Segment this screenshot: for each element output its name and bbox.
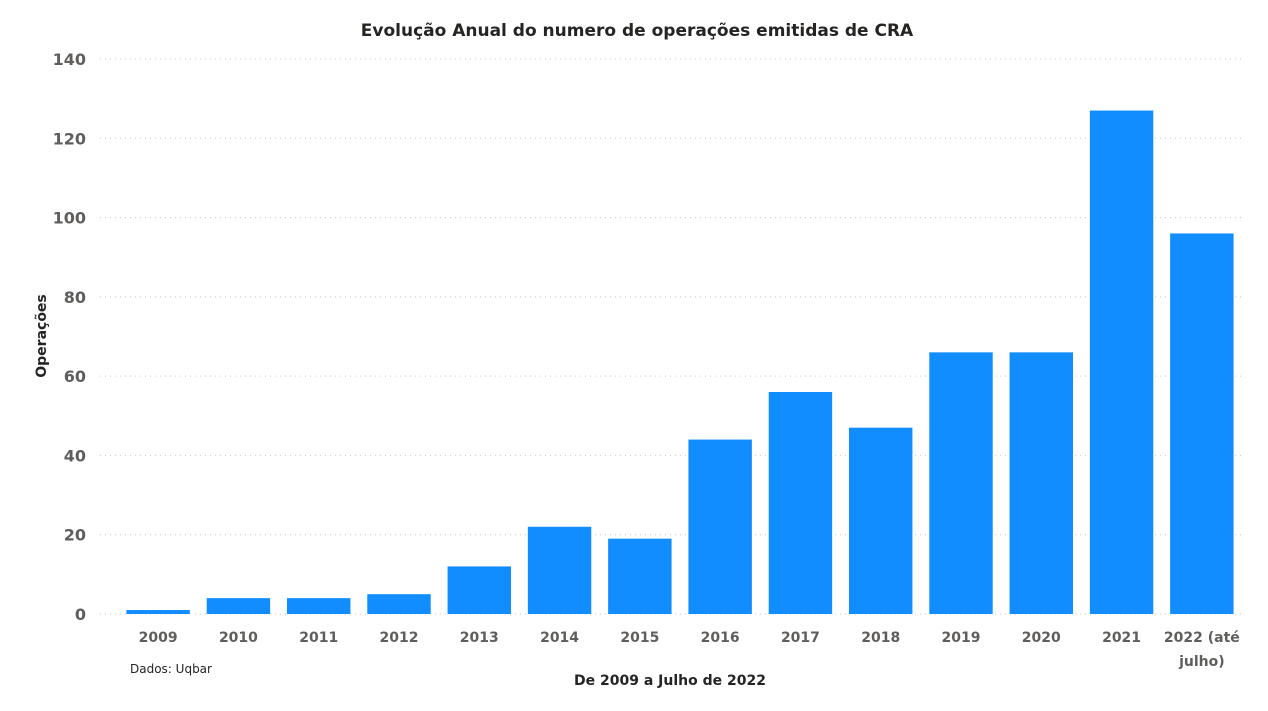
y-tick-label: 0 <box>75 605 86 624</box>
y-tick-label: 80 <box>64 288 86 307</box>
x-tick-label: 2017 <box>781 630 820 646</box>
y-tick-label: 60 <box>64 367 86 386</box>
x-axis-label: De 2009 a Julho de 2022 <box>574 673 766 689</box>
x-tick-label: 2019 <box>942 630 981 646</box>
y-axis-label: Operações <box>34 294 50 378</box>
x-tick-label: 2015 <box>620 630 659 646</box>
x-tick-label: 2011 <box>299 630 338 646</box>
bar-2015 <box>608 538 672 614</box>
bar-2013 <box>447 566 511 614</box>
x-tick-label: 2018 <box>861 630 900 646</box>
x-tick-label: 2016 <box>701 630 740 646</box>
chart-title: Evolução Anual do numero de operações em… <box>361 21 914 41</box>
bar-2010 <box>206 598 271 614</box>
bar-2018 <box>849 427 913 614</box>
x-tick-label: 2014 <box>540 630 579 646</box>
bar-2012 <box>367 594 431 614</box>
y-tick-label: 120 <box>53 129 86 148</box>
x-tick-label: 2013 <box>460 630 499 646</box>
y-tick-label: 140 <box>53 50 86 69</box>
bar-2020 <box>1009 352 1073 614</box>
bar-2017 <box>768 392 833 614</box>
y-tick-label: 100 <box>53 209 86 228</box>
y-axis-ticks: 0 20 40 60 80 100 120 140 <box>53 50 86 624</box>
bar-2014 <box>527 526 592 614</box>
bar-2016 <box>688 439 752 614</box>
x-axis-ticks: 2009 2010 2011 2012 2013 2014 2015 2016 2017 2018… <box>139 630 1240 670</box>
bar-2011 <box>287 598 351 614</box>
x-tick-label: 2021 <box>1102 630 1141 646</box>
x-tick-label: 2010 <box>219 630 258 646</box>
x-tick-label: 2012 <box>380 630 419 646</box>
bar-2019 <box>929 352 993 614</box>
bar-2021 <box>1089 110 1154 615</box>
bar-2022 <box>1170 233 1234 614</box>
x-tick-label: 2020 <box>1022 630 1061 646</box>
y-tick-label: 20 <box>64 526 86 545</box>
x-tick-label: 2022 (até julho) <box>1164 630 1240 670</box>
bar-2009 <box>126 610 190 614</box>
y-tick-label: 40 <box>64 446 86 465</box>
bars <box>126 110 1234 615</box>
gridlines <box>100 58 1242 615</box>
data-source-note: Dados: Uqbar <box>130 662 212 676</box>
x-tick-label: 2009 <box>139 630 178 646</box>
